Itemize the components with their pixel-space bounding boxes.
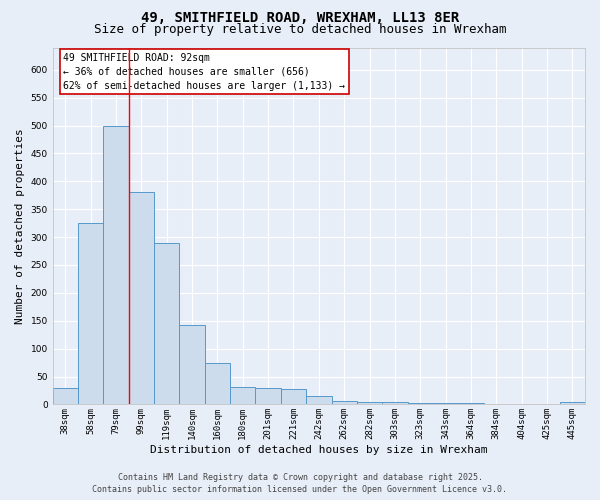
Bar	[357, 402, 382, 404]
Bar	[179, 324, 205, 404]
X-axis label: Distribution of detached houses by size in Wrexham: Distribution of detached houses by size …	[150, 445, 488, 455]
Bar	[281, 390, 306, 404]
Bar	[458, 402, 484, 404]
Bar	[407, 402, 433, 404]
Y-axis label: Number of detached properties: Number of detached properties	[15, 128, 25, 324]
Bar	[332, 400, 357, 404]
Bar	[53, 388, 78, 404]
Bar	[78, 223, 103, 404]
Bar	[382, 402, 407, 404]
Bar	[154, 242, 179, 404]
Bar	[560, 402, 585, 404]
Text: Size of property relative to detached houses in Wrexham: Size of property relative to detached ho…	[94, 22, 506, 36]
Text: Contains HM Land Registry data © Crown copyright and database right 2025.
Contai: Contains HM Land Registry data © Crown c…	[92, 472, 508, 494]
Bar	[306, 396, 332, 404]
Bar	[129, 192, 154, 404]
Text: 49 SMITHFIELD ROAD: 92sqm
← 36% of detached houses are smaller (656)
62% of semi: 49 SMITHFIELD ROAD: 92sqm ← 36% of detac…	[64, 53, 346, 91]
Bar	[230, 386, 256, 404]
Bar	[256, 388, 281, 404]
Text: 49, SMITHFIELD ROAD, WREXHAM, LL13 8ER: 49, SMITHFIELD ROAD, WREXHAM, LL13 8ER	[141, 11, 459, 25]
Bar	[205, 362, 230, 405]
Bar	[103, 126, 129, 404]
